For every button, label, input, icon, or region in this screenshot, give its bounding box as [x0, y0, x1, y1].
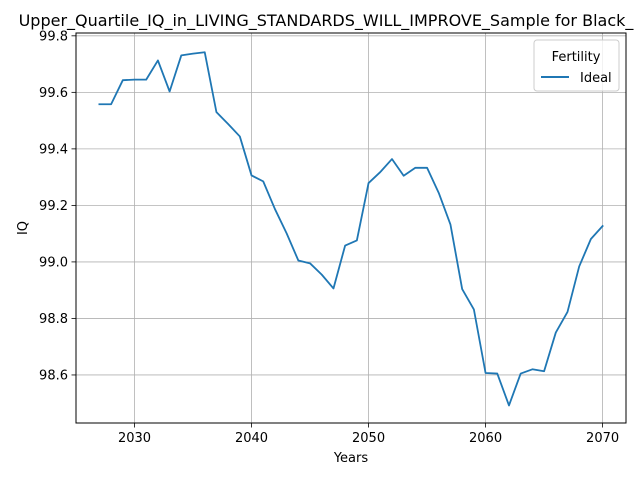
x-tick-label: 2060 [469, 431, 502, 446]
legend-box [533, 39, 620, 92]
x-tick-label: 2070 [586, 431, 619, 446]
x-tick-label: 2050 [352, 431, 385, 446]
x-tick-label: 2030 [118, 431, 151, 446]
x-axis-ticks: 2030 2040 2050 2060 2070 [118, 423, 619, 446]
y-tick-label: 98.8 [39, 312, 68, 327]
y-tick-label: 99.0 [39, 255, 68, 270]
plot-area [76, 33, 626, 423]
legend-title: Fertility [552, 50, 601, 65]
y-axis-ticks: 98.6 98.8 99.0 99.2 99.4 99.6 99.8 [39, 29, 76, 383]
y-tick-label: 99.4 [39, 142, 68, 157]
legend: Fertility Ideal [533, 39, 620, 92]
x-tick-label: 2040 [235, 431, 268, 446]
x-axis-label: Years [333, 451, 369, 466]
chart-title: Upper_Quartile_IQ_in_LIVING_STANDARDS_WI… [19, 11, 635, 31]
series-line-ideal [98, 51, 604, 407]
y-gridlines [76, 35, 626, 376]
legend-label-ideal: Ideal [580, 71, 612, 86]
series-layer [98, 51, 604, 407]
y-tick-label: 99.2 [39, 199, 68, 214]
y-axis-label: IQ [16, 221, 31, 235]
y-tick-label: 98.6 [39, 368, 68, 383]
y-tick-label: 99.6 [39, 86, 68, 101]
x-gridlines [134, 33, 603, 423]
plot-frame [75, 32, 627, 424]
y-tick-label: 99.8 [39, 29, 68, 44]
